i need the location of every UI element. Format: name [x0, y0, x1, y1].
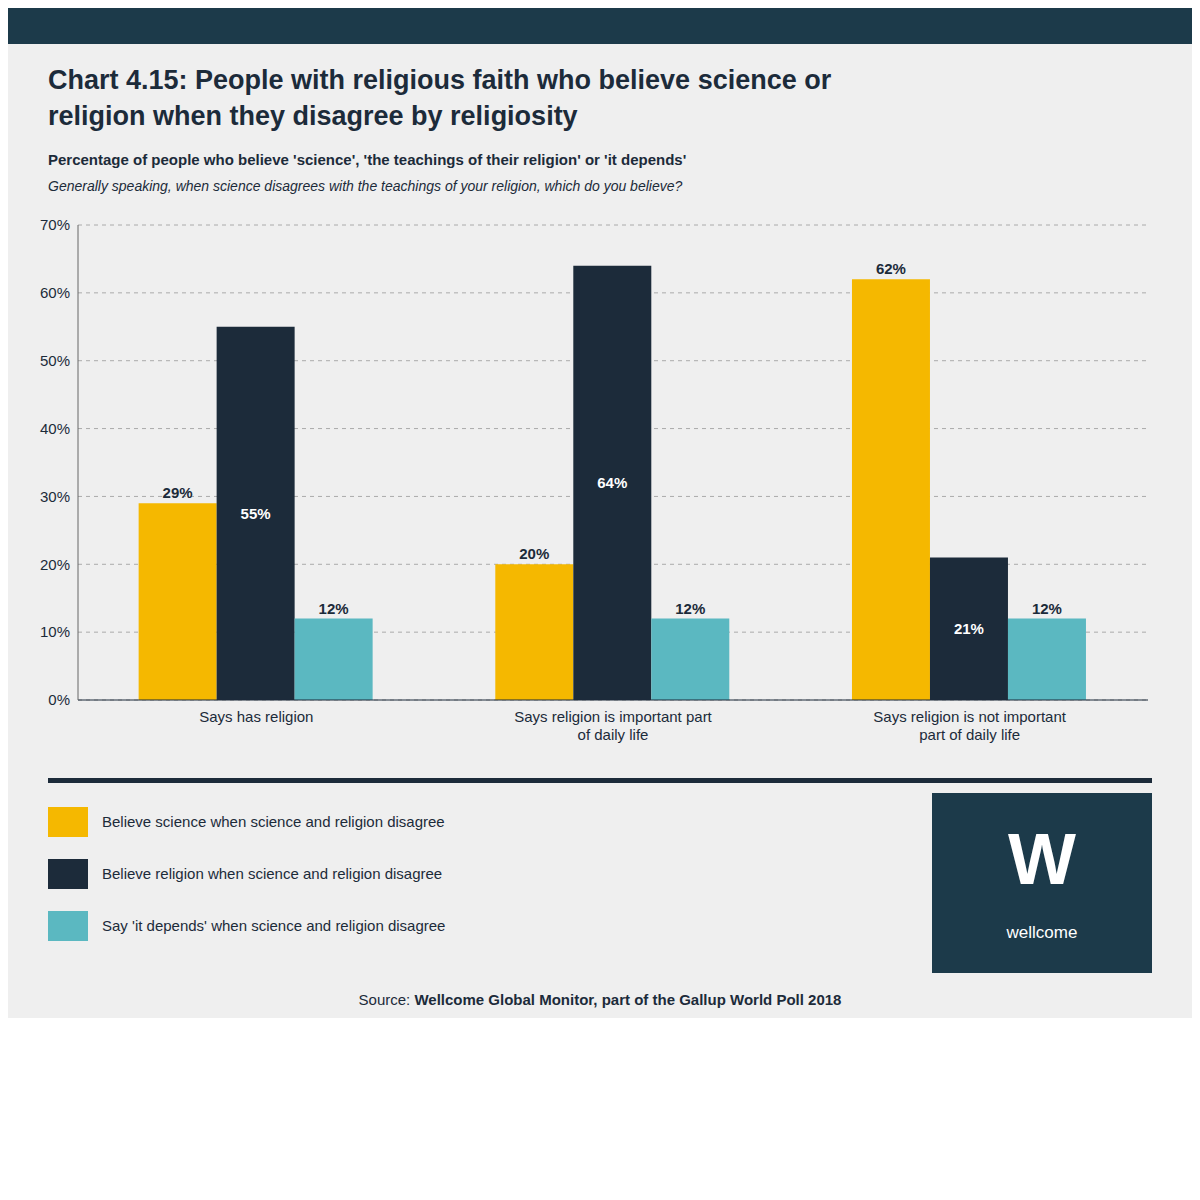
- svg-text:55%: 55%: [241, 505, 271, 522]
- svg-text:Says religion is important par: Says religion is important partof daily …: [514, 708, 712, 743]
- svg-text:70%: 70%: [40, 216, 70, 233]
- svg-text:Says has religion: Says has religion: [199, 708, 313, 725]
- svg-text:29%: 29%: [163, 484, 193, 501]
- html-text:W: W: [1008, 818, 1076, 899]
- html-text:Source: Wellcome Global Monito: Source: Wellcome Global Monitor, part of…: [358, 990, 842, 1008]
- svg-text:21%: 21%: [954, 620, 984, 637]
- svg-text:30%: 30%: [40, 488, 70, 505]
- svg-text:62%: 62%: [876, 260, 906, 277]
- svg-text:10%: 10%: [40, 623, 70, 640]
- svg-text:Says religion is not important: Says religion is not importantpart of da…: [873, 708, 1066, 743]
- svg-text:12%: 12%: [319, 599, 349, 616]
- html-text:Chart 4.15: People with religi: Chart 4.15: People with religious faith …: [48, 65, 832, 95]
- html-text:religion when they disagree by: religion when they disagree by religiosi…: [48, 101, 578, 132]
- html-text:Believe religion when science: Believe religion when science and religi…: [102, 865, 443, 883]
- svg-text:12%: 12%: [675, 599, 705, 616]
- html-text:Believe science when science a: Believe science when science and religio…: [102, 813, 445, 831]
- svg-text:0%: 0%: [48, 691, 70, 708]
- html-text:Say 'it depends' when science: Say 'it depends' when science and religi…: [102, 917, 446, 935]
- svg-text:20%: 20%: [40, 555, 70, 572]
- svg-text:60%: 60%: [40, 284, 70, 301]
- html-text:Percentage of people who belie: Percentage of people who believe 'scienc…: [48, 150, 687, 168]
- svg-text:64%: 64%: [597, 474, 627, 491]
- svg-text:40%: 40%: [40, 420, 70, 437]
- svg-text:12%: 12%: [1032, 599, 1062, 616]
- svg-text:20%: 20%: [519, 545, 549, 562]
- html-text:Generally speaking, when scien: Generally speaking, when science disagre…: [48, 177, 683, 194]
- svg-text:50%: 50%: [40, 352, 70, 369]
- html-text:wellcome: wellcome: [1006, 922, 1078, 942]
